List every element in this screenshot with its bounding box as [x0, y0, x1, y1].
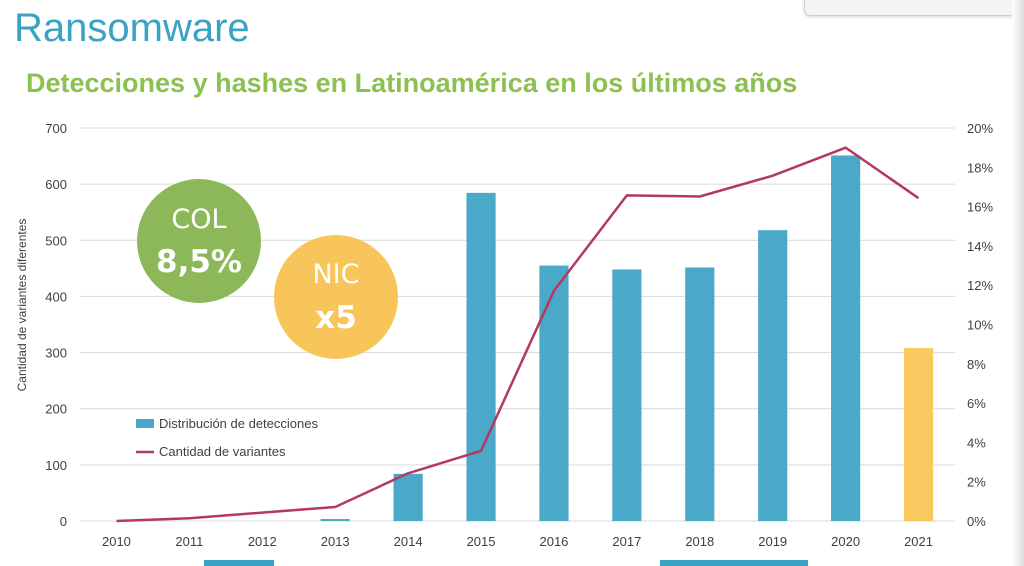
x-tick-label: 2016: [539, 534, 568, 549]
callout-nic: NIC x5: [274, 235, 398, 359]
callout-nic-circle: [274, 235, 398, 359]
y2-tick-label: 10%: [967, 318, 993, 333]
bar: [903, 348, 934, 521]
y-tick-label: 700: [45, 121, 67, 136]
y2-tick-label: 0%: [967, 514, 986, 529]
x-tick-label: 2018: [685, 534, 714, 549]
x-tick-label: 2019: [758, 534, 787, 549]
y-tick-label: 200: [45, 402, 67, 417]
bar: [320, 519, 350, 521]
page-edge-shadow: [1012, 0, 1024, 566]
bar: [539, 265, 569, 521]
notification-popup[interactable]: [804, 0, 1024, 16]
y2-tick-label: 8%: [967, 357, 986, 372]
y2-tick-label: 14%: [967, 239, 993, 254]
bottom-accent-strip: [660, 560, 808, 566]
bar: [758, 230, 788, 521]
legend-bar-label: Distribución de detecciones: [159, 416, 318, 431]
bar: [466, 192, 496, 521]
bottom-accent-strip: [204, 560, 274, 566]
x-tick-label: 2014: [394, 534, 423, 549]
callout-col-value: 8,5%: [156, 244, 242, 280]
y-tick-label: 0: [60, 514, 67, 529]
y-tick-label: 500: [45, 233, 67, 248]
x-tick-label: 2017: [612, 534, 641, 549]
y-tick-label: 400: [45, 289, 67, 304]
legend: Distribución de detecciones Cantidad de …: [136, 416, 318, 459]
y2-tick-label: 20%: [967, 121, 993, 136]
callout-col-label: COL: [171, 204, 226, 235]
y2-tick-label: 16%: [967, 200, 993, 215]
callout-nic-value: x5: [315, 300, 357, 336]
slide-subtitle: Detecciones y hashes en Latinoamérica en…: [26, 68, 798, 98]
bar: [831, 155, 861, 521]
x-tick-label: 2010: [102, 534, 131, 549]
y-tick-label: 600: [45, 177, 67, 192]
callout-col-circle: [137, 179, 261, 303]
y2-tick-label: 2%: [967, 475, 986, 490]
series-line: [116, 146, 920, 523]
legend-bar-swatch: [136, 419, 154, 428]
x-tick-label: 2013: [321, 534, 350, 549]
bar: [393, 473, 423, 521]
line-series: [116, 146, 920, 523]
bar: [685, 267, 715, 521]
y-axis-right: 0% 2% 4% 6% 8% 10% 12% 14% 16% 18% 20%: [967, 121, 993, 529]
x-tick-label: 2015: [467, 534, 496, 549]
callout-nic-label: NIC: [312, 259, 359, 290]
y-tick-label: 300: [45, 346, 67, 361]
y-axis-left: 0 100 200 300 400 500 600 700: [45, 121, 67, 529]
y2-tick-label: 18%: [967, 160, 993, 175]
y2-tick-label: 12%: [967, 278, 993, 293]
bar-series: [320, 155, 934, 521]
callout-col: COL 8,5%: [137, 179, 261, 303]
bar: [612, 269, 642, 521]
x-tick-label: 2011: [175, 534, 203, 549]
x-tick-label: 2020: [831, 534, 860, 549]
x-tick-label: 2021: [904, 534, 933, 549]
y-axis-title: Cantidad de variantes diferentes: [15, 219, 29, 392]
slide-title: Ransomware: [14, 6, 250, 50]
legend-line-label: Cantidad de variantes: [159, 444, 286, 459]
y-tick-label: 100: [45, 458, 67, 473]
y2-tick-label: 4%: [967, 435, 986, 450]
x-axis: 2010 2011 2012 2013 2014 2015 2016 2017 2018 2019…: [102, 534, 933, 549]
y2-tick-label: 6%: [967, 396, 986, 411]
x-tick-label: 2012: [248, 534, 277, 549]
gridlines: [80, 127, 955, 522]
